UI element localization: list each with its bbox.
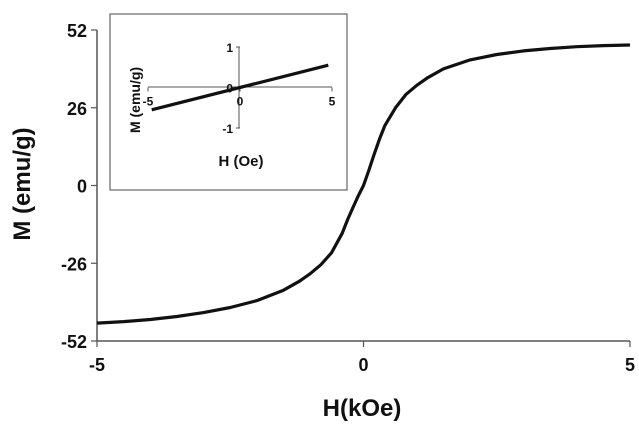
inset-frame <box>109 13 348 191</box>
main-x-tick-label: -5 <box>89 355 105 375</box>
main-x-tick-label: 5 <box>625 355 635 375</box>
main-y-tick-label: 26 <box>67 99 87 119</box>
inset-y-tick-label: 1 <box>226 41 233 55</box>
main-y-axis-title: M (emu/g) <box>9 127 36 240</box>
inset-data-line <box>151 63 329 112</box>
inset-plot: 10-1-5 0 5 H (Oe) M (emu/g) <box>109 13 348 191</box>
main-y-tick-label: -26 <box>61 254 87 274</box>
inset-x-tick-label: 0 <box>237 95 244 109</box>
main-x-tick-label: 0 <box>358 355 368 375</box>
inset-x-tick-label: 5 <box>329 95 336 109</box>
inset-x-axis-title: H (Oe) <box>219 153 264 170</box>
main-y-tick-label: 52 <box>67 21 87 41</box>
main-y-tick-label: -52 <box>61 332 87 352</box>
main-data-line <box>96 43 631 325</box>
main-x-axis-title: H(kOe) <box>323 395 402 422</box>
inset-x-tick-label: -5 <box>143 95 154 109</box>
inset-y-axis-title: M (emu/g) <box>127 67 143 133</box>
inset-y-tick-label: -1 <box>222 122 233 136</box>
main-y-tick-label: 0 <box>77 177 87 197</box>
